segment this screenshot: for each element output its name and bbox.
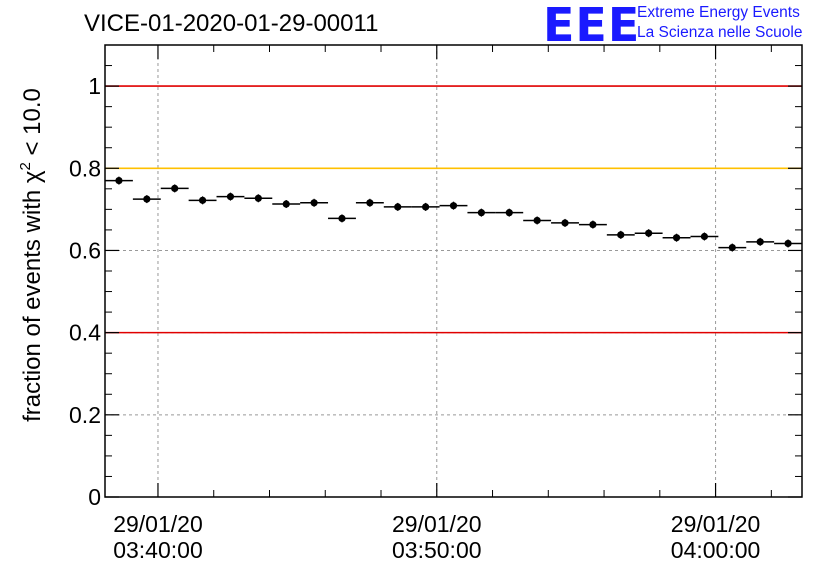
- data-point: [561, 219, 569, 227]
- data-point: [756, 238, 764, 246]
- y-tick-label: 0.8: [69, 155, 101, 181]
- data-points: [105, 176, 802, 252]
- logo-line-1: Extreme Energy Events: [637, 4, 800, 21]
- chart-title: VICE-01-2020-01-29-00011: [84, 10, 379, 37]
- svg-text:fraction of events with χ2 < 1: fraction of events with χ2 < 10.0: [17, 88, 46, 422]
- data-point: [338, 214, 346, 223]
- data-point: [282, 200, 290, 208]
- data-point: [533, 216, 541, 225]
- y-tick-label: 1: [88, 73, 101, 99]
- y-axis-label: fraction of events with χ2 < 10.0: [17, 88, 46, 422]
- data-point: [226, 193, 235, 201]
- x-tick-time-label: 03:50:00: [392, 537, 482, 563]
- logo-line-2: La Scienza nelle Scuole: [637, 24, 803, 41]
- eee-logo-text: Extreme Energy Events La Scienza nelle S…: [637, 3, 802, 43]
- data-point: [477, 209, 485, 217]
- grid-lines: [105, 45, 802, 497]
- y-axis-label-tail: < 10.0: [19, 88, 46, 162]
- x-tick-date-label: 29/01/20: [113, 511, 203, 537]
- y-tick-label: 0.4: [69, 320, 101, 346]
- x-tick-date-label: 29/01/20: [671, 511, 761, 537]
- y-tick-label: 0: [88, 484, 101, 510]
- data-point: [784, 239, 792, 248]
- data-point: [589, 220, 597, 229]
- data-point: [422, 203, 430, 211]
- data-point: [254, 194, 262, 202]
- data-point: [449, 202, 458, 210]
- data-point: [645, 229, 653, 237]
- data-point: [198, 196, 207, 204]
- data-point: [672, 234, 681, 242]
- data-point: [700, 232, 709, 241]
- reference-lines: [105, 85, 802, 334]
- data-point: [310, 199, 318, 207]
- axis-ticks: [105, 45, 802, 498]
- y-tick-label: 0.2: [69, 402, 101, 428]
- data-point: [505, 209, 513, 217]
- data-point: [115, 177, 123, 185]
- data-point: [171, 184, 179, 193]
- y-tick-label: 0.6: [69, 237, 101, 263]
- data-point: [366, 199, 374, 207]
- x-tick-date-label: 29/01/20: [392, 511, 482, 537]
- x-tick-time-label: 04:00:00: [671, 537, 761, 563]
- x-tick-time-label: 03:40:00: [113, 537, 203, 563]
- data-point: [728, 243, 736, 252]
- y-axis-label-main: fraction of events with χ: [19, 170, 46, 422]
- eee-logo-mark: EEE: [543, 0, 641, 52]
- data-point: [143, 195, 151, 203]
- plot-frame: [104, 44, 803, 498]
- data-point: [394, 203, 402, 211]
- data-point: [617, 231, 625, 239]
- y-axis-label-sup: 2: [17, 162, 34, 170]
